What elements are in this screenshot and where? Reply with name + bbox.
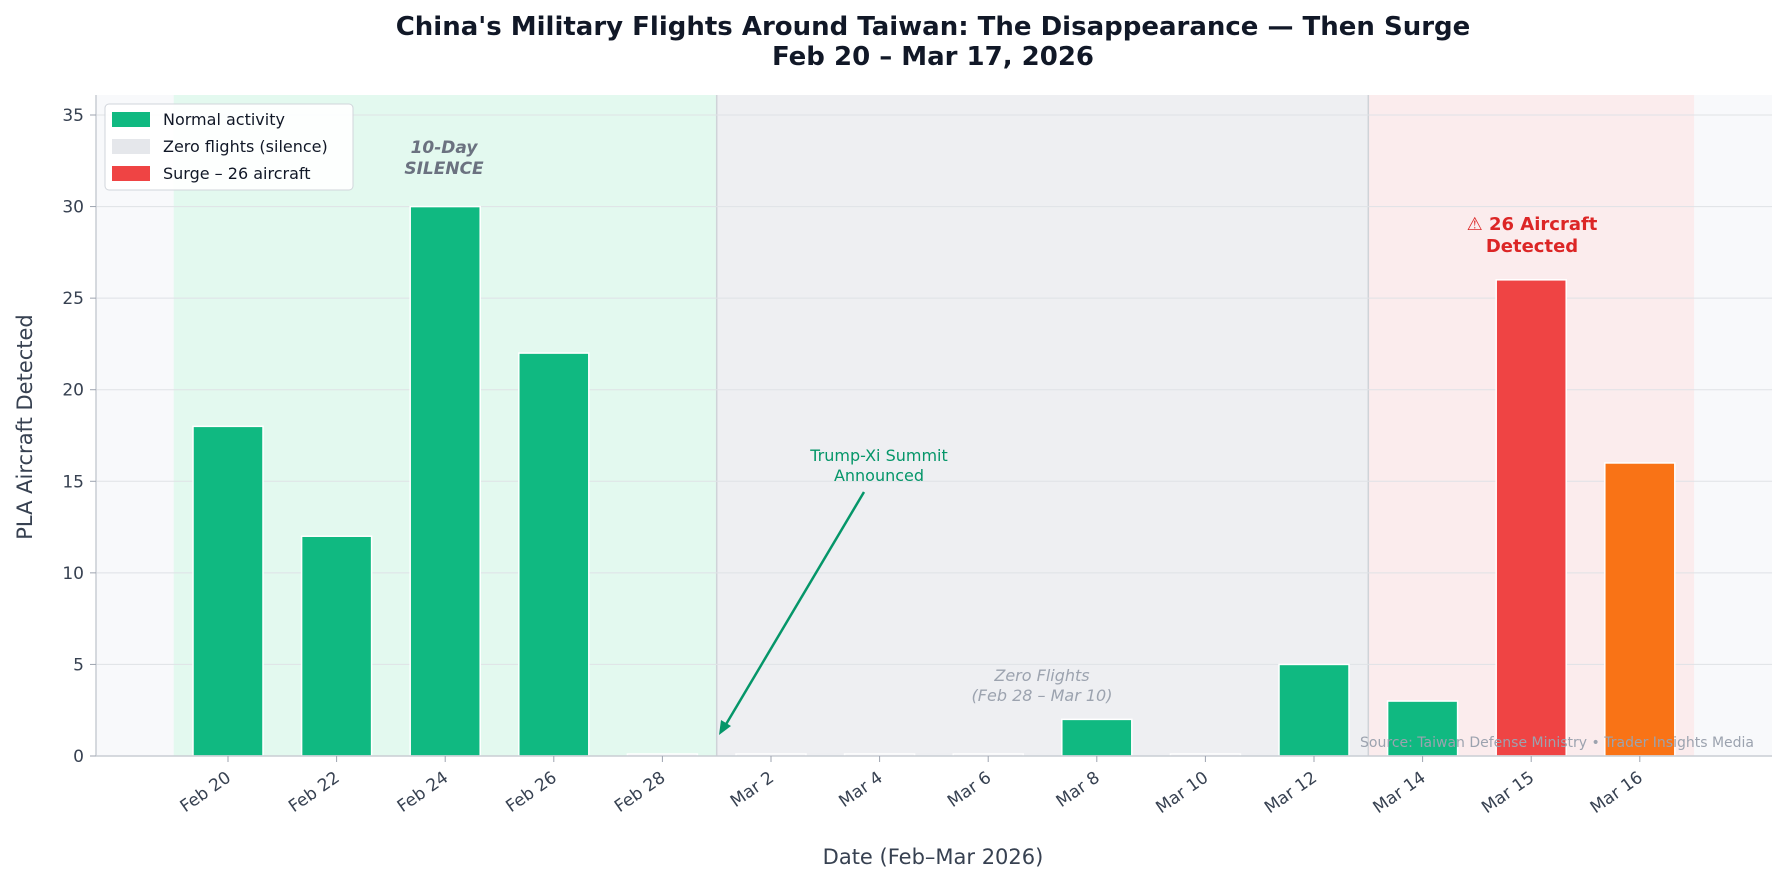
x-tick-label: Feb 24	[394, 768, 452, 817]
legend-label: Surge – 26 aircraft	[163, 164, 311, 183]
x-axis-label: Date (Feb–Mar 2026)	[823, 845, 1044, 869]
bar	[409, 205, 481, 757]
x-tick-label: Mar 15	[1478, 768, 1538, 818]
annotation-summit-line1: Trump-Xi Summit	[809, 446, 948, 465]
annotation-surge-line2: Detected	[1486, 236, 1578, 257]
bar	[518, 352, 590, 757]
legend-box	[104, 103, 354, 191]
bar	[1604, 462, 1676, 757]
bar	[1495, 279, 1567, 757]
legend-swatch	[112, 139, 150, 154]
x-tick-label: Mar 14	[1370, 768, 1430, 818]
bar	[1278, 663, 1350, 757]
annotation-silence-line2: SILENCE	[404, 159, 484, 179]
x-tick-label: Feb 26	[502, 768, 560, 817]
x-tick-label: Mar 10	[1152, 768, 1212, 818]
bar-layer	[192, 205, 1676, 757]
annotation-summit-line2: Announced	[834, 466, 924, 485]
silence-band	[716, 95, 1369, 756]
y-tick-label: 25	[62, 289, 84, 309]
x-tick-label: Mar 4	[835, 768, 886, 812]
y-tick-label: 30	[62, 198, 84, 218]
x-tick-label: Feb 20	[177, 768, 235, 817]
chart-title-line1: China's Military Flights Around Taiwan: …	[396, 12, 1471, 42]
source-note: Source: Taiwan Defense Ministry • Trader…	[1360, 735, 1754, 751]
y-tick-label: 10	[62, 564, 84, 584]
legend-label: Zero flights (silence)	[163, 137, 328, 156]
legend-swatch	[112, 166, 150, 181]
x-tick-layer: Feb 20 Feb 22 Feb 24 Feb 26 Feb 28 Mar 2 Mar 4…	[177, 756, 1647, 818]
x-tick-label: Feb 22	[285, 768, 343, 817]
bar	[1061, 718, 1133, 757]
legend-swatch	[112, 112, 150, 127]
chart-title-line2: Feb 20 – Mar 17, 2026	[772, 42, 1094, 72]
annotation-summit-arrowhead	[719, 720, 731, 735]
y-tick-label: 35	[62, 106, 84, 126]
y-tick-label: 5	[73, 655, 84, 675]
x-tick-label: Mar 6	[944, 768, 995, 812]
bar	[192, 425, 264, 757]
legend: Normal activity Zero flights (silence) Sur…	[104, 103, 354, 191]
band-layer	[173, 95, 1695, 756]
x-tick-label: Feb 28	[611, 768, 669, 817]
y-tick-label: 0	[73, 747, 84, 767]
x-tick-label: Mar 16	[1587, 768, 1647, 818]
y-tick-layer: 0 5 10 15 20 25 30 35	[62, 106, 96, 767]
x-tick-label: Mar 8	[1053, 768, 1104, 812]
x-tick-label: Mar 12	[1261, 768, 1321, 818]
annotation-zero-line2: (Feb 28 – Mar 10)	[972, 686, 1113, 705]
y-tick-label: 20	[62, 381, 84, 401]
y-tick-label: 15	[62, 472, 84, 492]
annotation-summit-arrow	[723, 491, 866, 727]
annotation-surge-line1: ⚠ 26 Aircraft	[1467, 214, 1598, 235]
annotation-zero-line1: Zero Flights	[993, 666, 1089, 685]
y-axis-label: PLA Aircraft Detected	[13, 314, 37, 540]
legend-label: Normal activity	[163, 110, 285, 129]
annotation-silence-line1: 10-Day	[411, 138, 479, 158]
x-tick-label: Mar 2	[727, 768, 778, 812]
bar	[300, 535, 373, 757]
